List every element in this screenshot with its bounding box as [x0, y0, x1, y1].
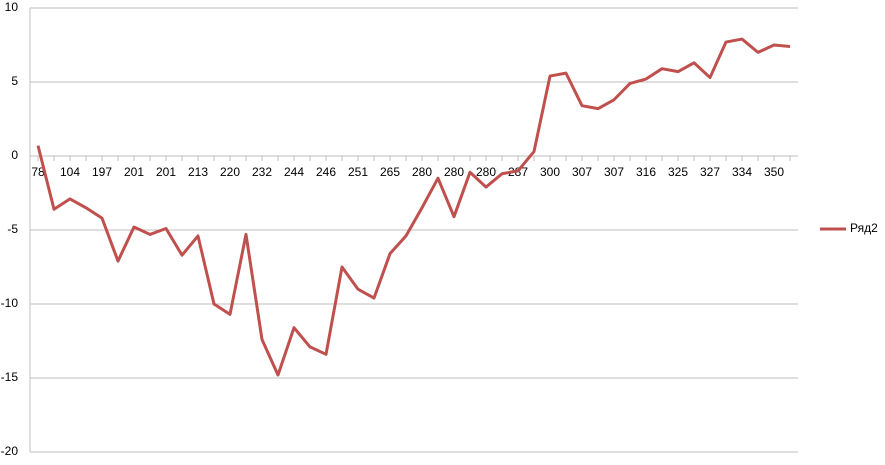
- y-tick-label: 10: [5, 0, 19, 14]
- x-tick-label: 300: [540, 165, 560, 179]
- x-tick-label: 280: [412, 165, 432, 179]
- x-tick-label: 246: [316, 165, 336, 179]
- x-tick-label: 232: [252, 165, 272, 179]
- x-tick-label: 197: [92, 165, 112, 179]
- y-tick-label: -15: [1, 370, 19, 384]
- y-tick-label: -20: [1, 444, 19, 458]
- x-tick-label: 325: [668, 165, 688, 179]
- x-tick-label: 201: [156, 165, 176, 179]
- x-tick-label: 251: [348, 165, 368, 179]
- x-tick-label: 244: [284, 165, 304, 179]
- series-line: [36, 37, 791, 377]
- x-tick-label: 220: [220, 165, 240, 179]
- x-tick-label: 280: [476, 165, 496, 179]
- y-tick-label: 5: [11, 74, 18, 88]
- x-tick-label: 280: [444, 165, 464, 179]
- x-tick-label: 307: [572, 165, 592, 179]
- legend-label: Ряд2: [850, 221, 878, 235]
- y-tick-label: 0: [11, 148, 18, 162]
- x-tick-label: 104: [60, 165, 80, 179]
- x-tick-label: 350: [764, 165, 784, 179]
- x-tick-label: 327: [700, 165, 720, 179]
- x-tick-label: 265: [380, 165, 400, 179]
- x-tick-label: 213: [188, 165, 208, 179]
- x-tick-label: 78: [31, 165, 45, 179]
- x-tick-label: 334: [732, 165, 752, 179]
- y-tick-label: -10: [1, 296, 19, 310]
- x-tick-label: 307: [604, 165, 624, 179]
- x-tick-label: 316: [636, 165, 656, 179]
- x-tick-label: 201: [124, 165, 144, 179]
- y-tick-label: -5: [7, 222, 18, 236]
